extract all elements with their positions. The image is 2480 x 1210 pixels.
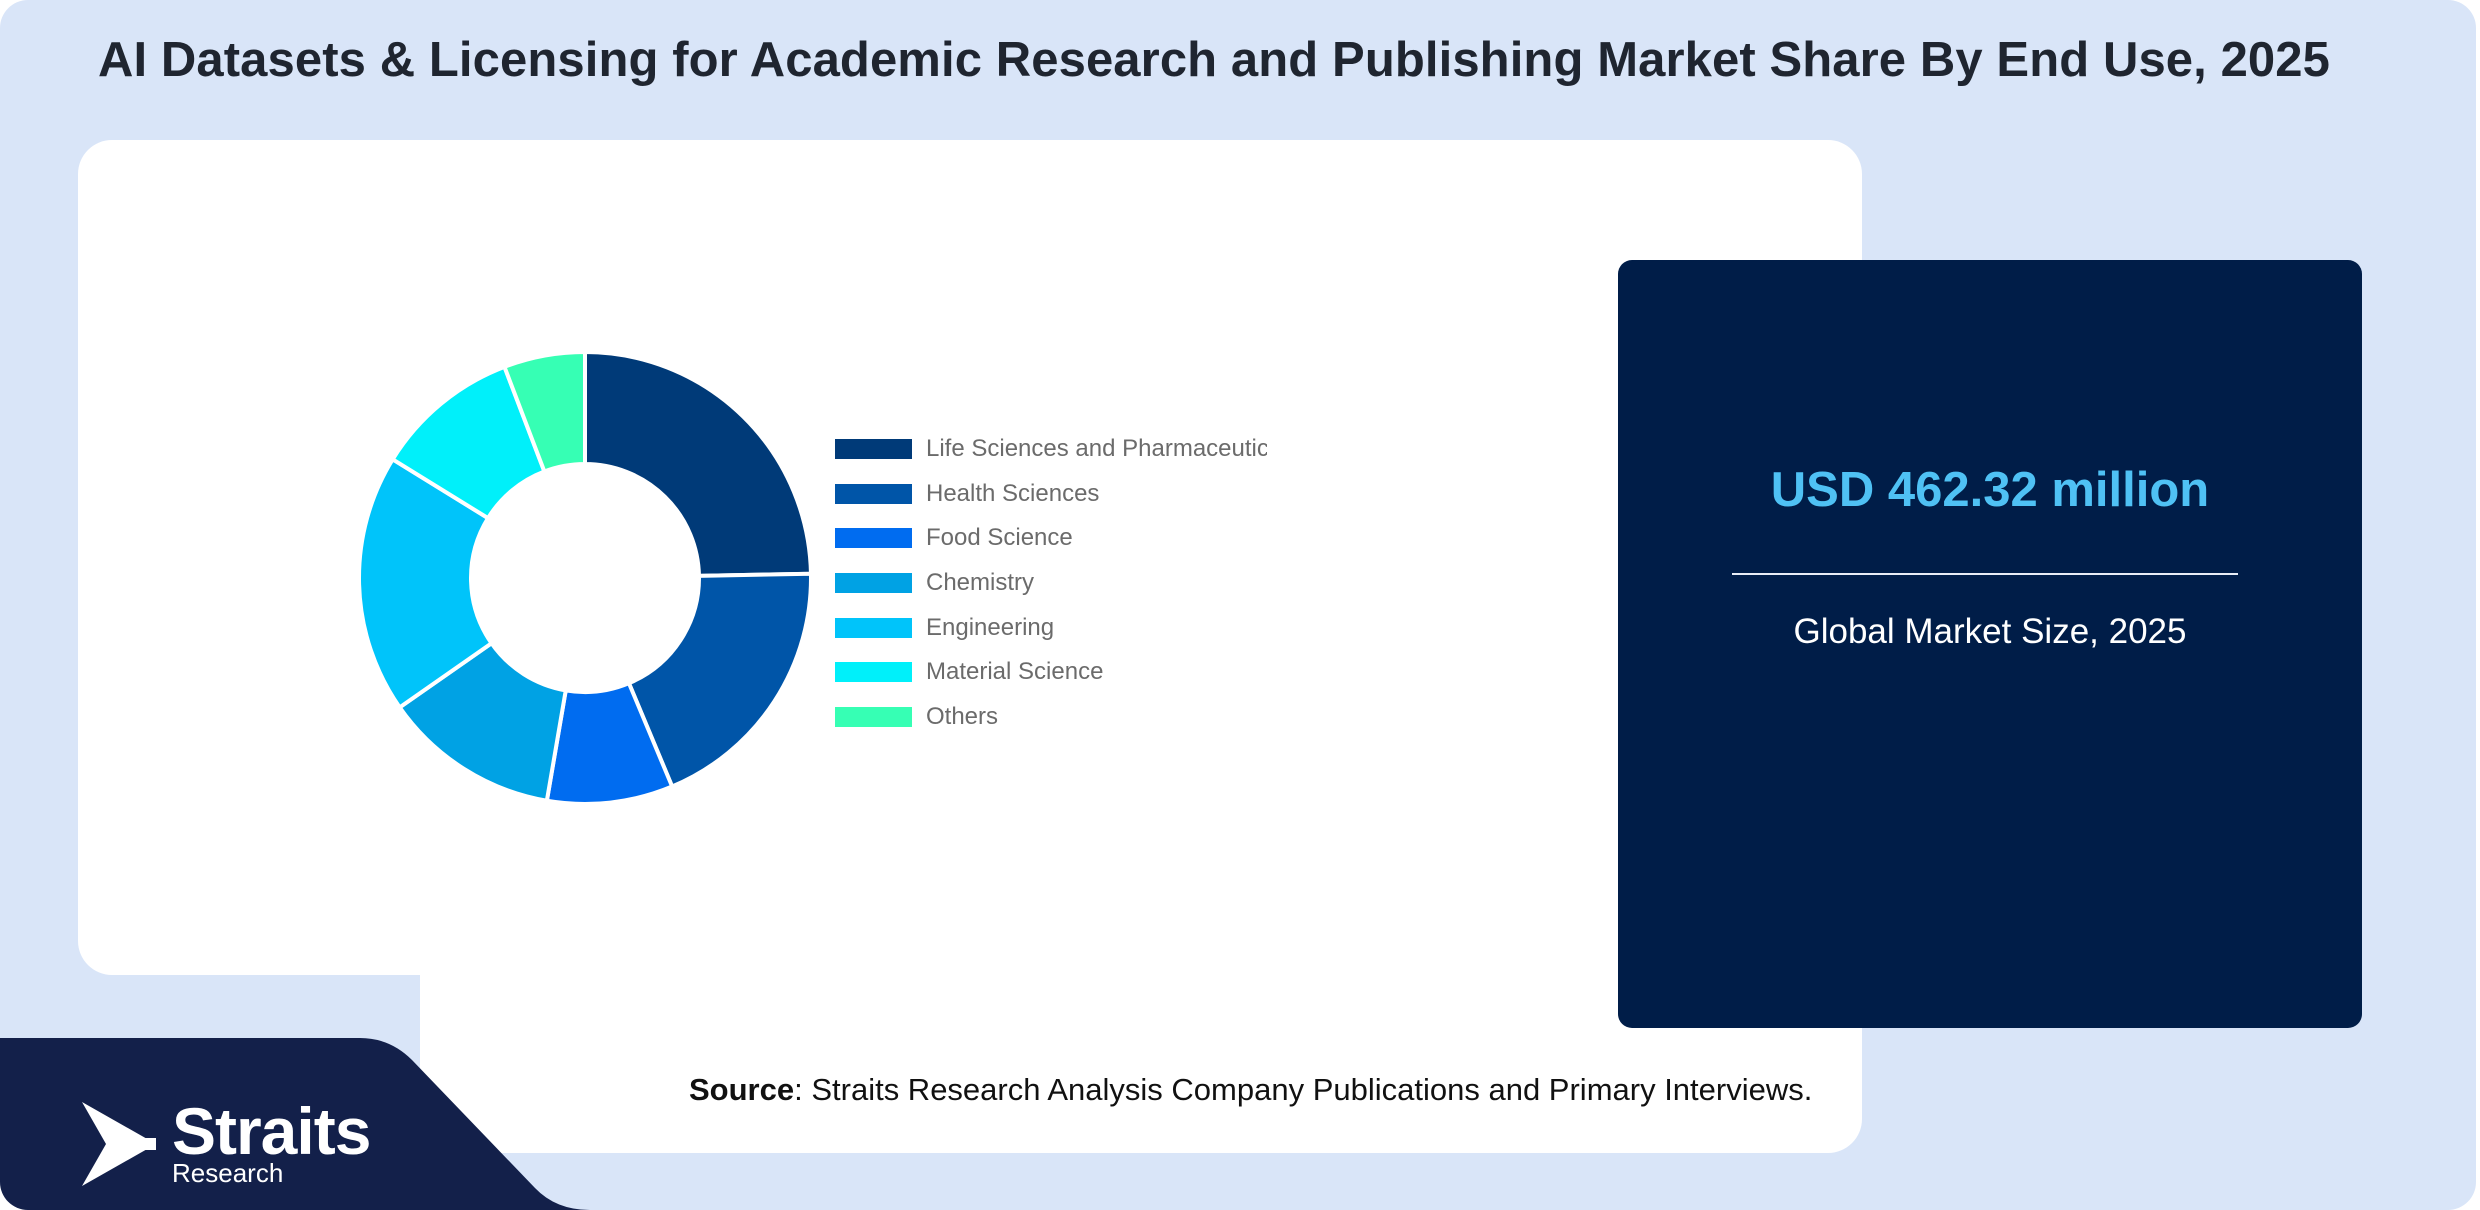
page-title: AI Datasets & Licensing for Academic Res… — [98, 33, 2330, 87]
brand-name: Straits — [172, 1094, 371, 1168]
legend-label: Food Science — [926, 524, 1073, 552]
legend-label: Engineering — [926, 613, 1055, 641]
legend-item: Others — [835, 695, 1267, 740]
legend-item: Engineering — [835, 605, 1267, 650]
market-size-divider — [1732, 573, 2238, 575]
source-note: Source: Straits Research Analysis Compan… — [689, 1072, 1812, 1108]
legend-swatch — [835, 706, 912, 727]
legend-swatch — [835, 483, 912, 504]
legend-swatch — [835, 528, 912, 549]
donut-slice-life-sciences-and-pharmaceuticals — [583, 349, 813, 578]
legend-item: Health Sciences — [835, 472, 1267, 517]
straits-logo-icon — [82, 1102, 156, 1186]
legend-swatch — [835, 662, 912, 683]
legend-item: Life Sciences and Pharmaceutic — [835, 427, 1267, 472]
legend-label: Others — [926, 702, 999, 730]
legend-label: Material Science — [926, 658, 1104, 686]
legend-swatch — [835, 439, 912, 460]
legend-label: Health Sciences — [926, 479, 1100, 507]
legend-item: Food Science — [835, 516, 1267, 561]
legend-label: Chemistry — [926, 569, 1035, 597]
legend-swatch — [835, 573, 912, 594]
legend-item: Chemistry — [835, 561, 1267, 606]
donut-slice-others — [501, 349, 587, 475]
chart-legend: Life Sciences and Pharmaceutic Health Sci… — [835, 427, 1267, 739]
market-size-value: USD 462.32 million — [1770, 463, 2210, 517]
donut-slice-engineering — [357, 456, 495, 711]
source-text: : Straits Research Analysis Company Publ… — [794, 1072, 1813, 1107]
legend-swatch — [835, 617, 912, 638]
source-label: Source — [689, 1072, 795, 1107]
donut-slice-health-sciences — [626, 571, 813, 790]
market-size-card — [1618, 260, 2362, 1028]
brand-subtitle: Research — [172, 1158, 284, 1188]
legend-label: Life Sciences and Pharmaceutic — [926, 435, 1267, 463]
market-size-label: Global Market Size, 2025 — [1793, 612, 2187, 651]
brand-band — [0, 1038, 640, 1210]
legend-item: Material Science — [835, 650, 1267, 695]
